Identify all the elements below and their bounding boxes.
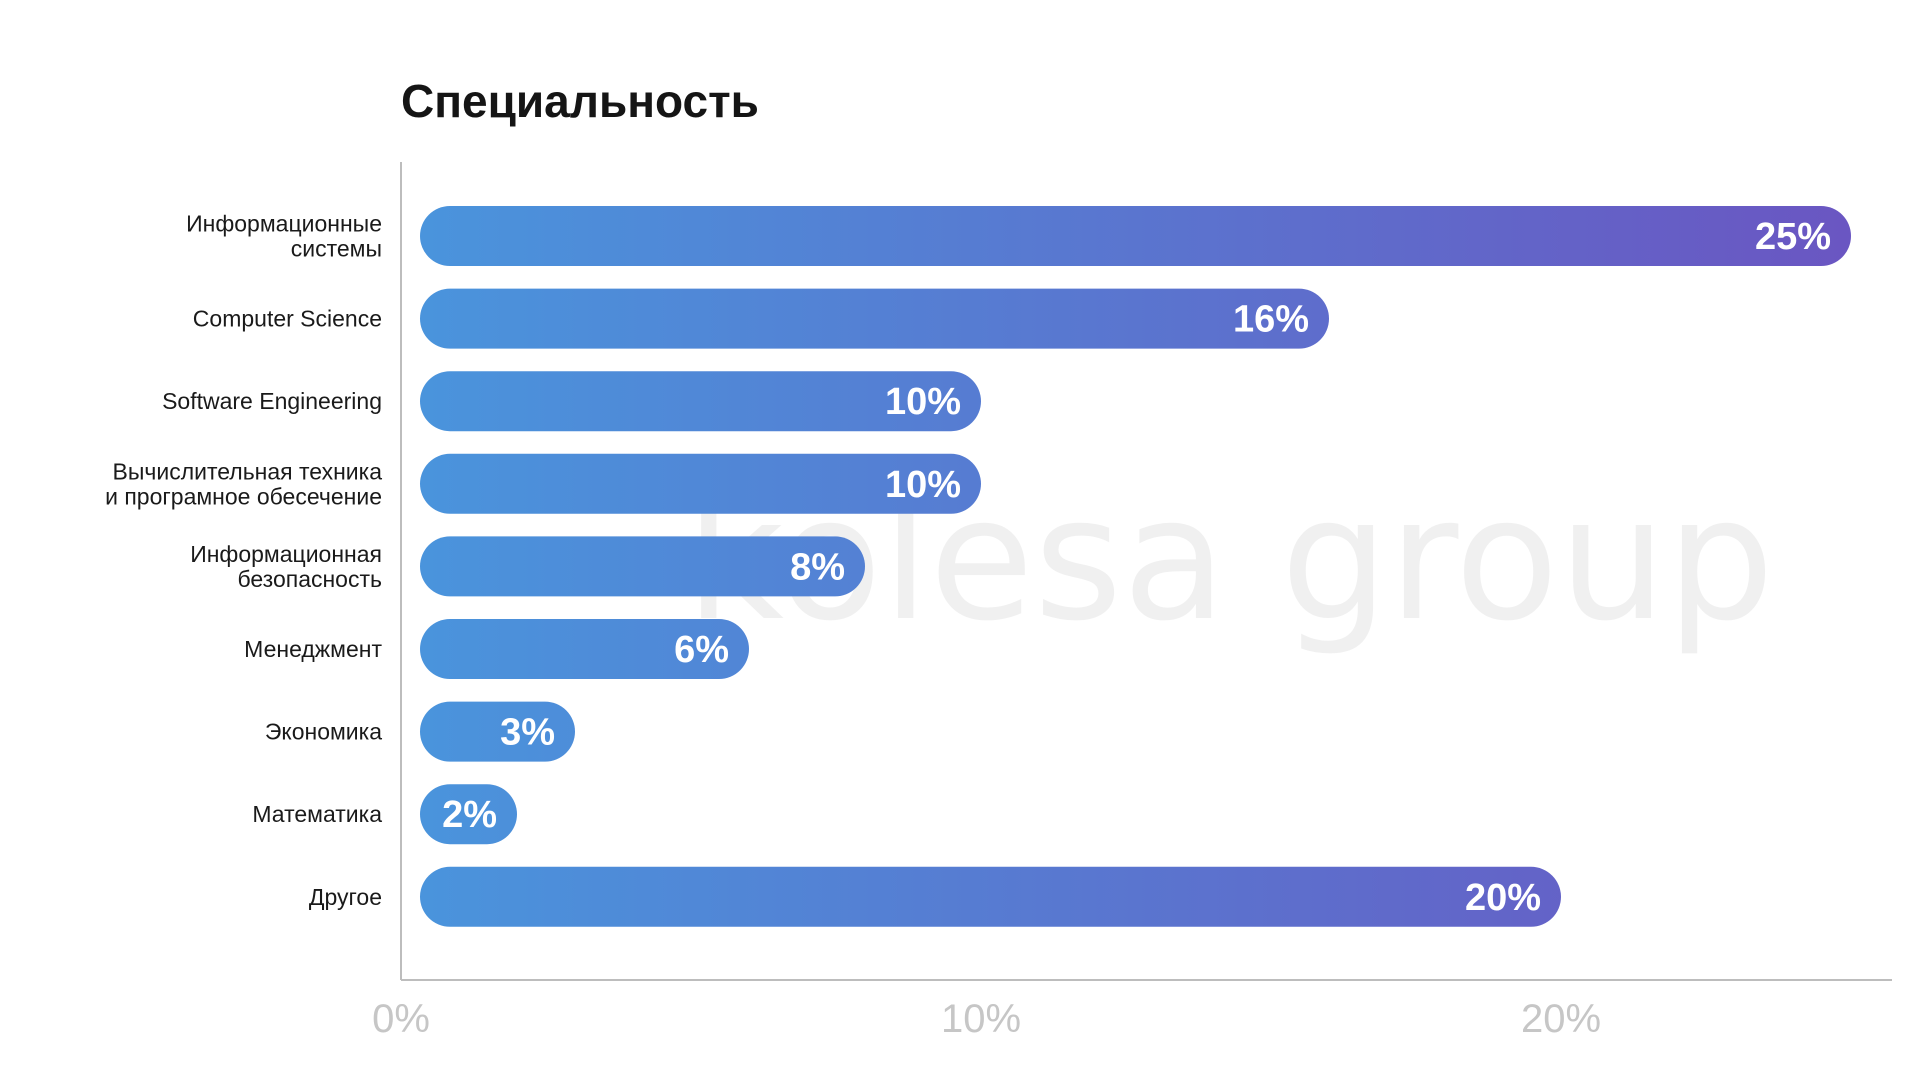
bar-3 xyxy=(420,453,981,514)
category-label-0-line-1: системы xyxy=(291,236,382,262)
category-label-8-line-0: Другое xyxy=(309,884,382,910)
bar-2 xyxy=(420,371,981,432)
bar-value-label-2: 10% xyxy=(885,381,961,423)
category-label-3-line-0: Вычислительная техника xyxy=(113,458,383,484)
bar-0 xyxy=(420,206,1851,266)
bar-1 xyxy=(420,288,1329,349)
category-label-2-line-0: Software Engineering xyxy=(162,388,382,414)
bar-value-label-7: 2% xyxy=(442,794,497,836)
bar-4 xyxy=(420,536,865,597)
bar-value-label-4: 8% xyxy=(790,546,845,588)
category-label-0-line-0: Информационные xyxy=(186,211,382,237)
bar-8 xyxy=(420,866,1561,927)
category-label-3-line-1: и програмное обесечение xyxy=(105,483,382,509)
x-tick-label-2: 20% xyxy=(1521,997,1601,1041)
bar-6 xyxy=(420,701,575,762)
bar-5 xyxy=(420,619,749,679)
x-tick-label-0: 0% xyxy=(372,997,430,1041)
category-label-4-line-1: безопасность xyxy=(237,566,382,592)
bar-value-label-3: 10% xyxy=(885,464,961,506)
category-label-7-line-0: Математика xyxy=(252,801,382,827)
bar-value-label-8: 20% xyxy=(1465,877,1541,919)
category-label-1-line-0: Computer Science xyxy=(193,306,382,332)
bar-value-label-6: 3% xyxy=(500,712,555,754)
category-label-6-line-0: Экономика xyxy=(265,719,382,745)
x-tick-label-1: 10% xyxy=(941,997,1021,1041)
bar-value-label-0: 25% xyxy=(1755,216,1831,258)
bar-7 xyxy=(420,784,517,845)
chart-title: Специальность xyxy=(401,75,759,127)
category-label-4-line-0: Информационная xyxy=(190,541,382,567)
x-tick-labels: 0% 10% 20% xyxy=(372,997,1601,1041)
bar-value-label-1: 16% xyxy=(1233,299,1309,341)
bar-value-label-5: 6% xyxy=(674,629,729,671)
category-label-5-line-0: Менеджмент xyxy=(244,636,382,662)
